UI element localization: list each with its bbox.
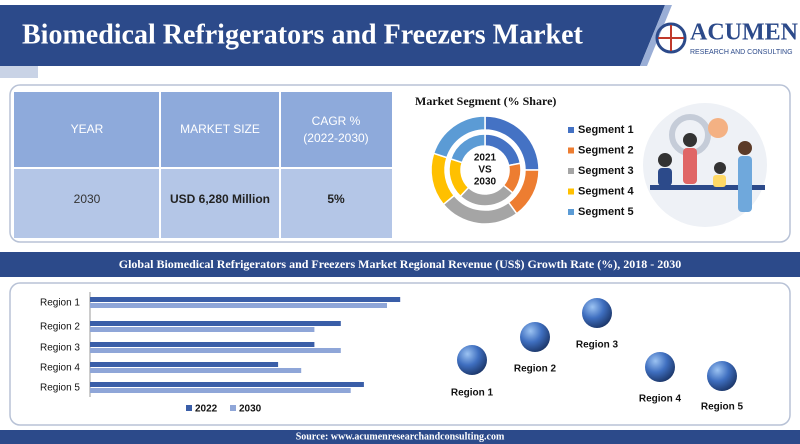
region-bubble bbox=[520, 322, 550, 352]
y-tick-label: Region 4 bbox=[40, 363, 80, 374]
y-tick-label: Region 2 bbox=[40, 322, 80, 333]
person bbox=[738, 141, 752, 155]
bulb bbox=[708, 118, 728, 138]
region-bubble bbox=[707, 361, 737, 391]
legend-swatch bbox=[186, 405, 192, 411]
logo-sub: RESEARCH AND CONSULTING bbox=[690, 49, 793, 56]
legend-swatch bbox=[568, 127, 574, 133]
source-bar bbox=[0, 430, 800, 444]
region-label: Region 3 bbox=[576, 340, 619, 351]
legend-label: Segment 2 bbox=[578, 144, 634, 156]
person bbox=[683, 133, 697, 147]
region-bubble bbox=[457, 345, 487, 375]
legend-label: Segment 1 bbox=[578, 124, 634, 136]
table-header-cell: MARKET SIZE bbox=[180, 122, 260, 136]
donut-center-label: VS bbox=[478, 165, 492, 176]
bar bbox=[90, 297, 401, 302]
bar bbox=[90, 348, 341, 353]
region-bubble bbox=[645, 352, 675, 382]
illustration bbox=[643, 103, 767, 227]
legend-swatch bbox=[230, 405, 236, 411]
desk bbox=[650, 185, 765, 190]
person bbox=[658, 168, 672, 186]
region-label: Region 5 bbox=[701, 402, 744, 413]
donut-segment bbox=[449, 133, 486, 164]
legend-swatch bbox=[568, 209, 574, 215]
person bbox=[683, 148, 697, 184]
source: Source: www.acumenresearchandconsulting.… bbox=[296, 431, 505, 442]
y-tick-label: Region 1 bbox=[40, 298, 80, 309]
table-header-cell: YEAR bbox=[71, 122, 104, 136]
section-title: Global Biomedical Refrigerators and Free… bbox=[119, 257, 681, 271]
bar bbox=[90, 388, 351, 393]
table-cell: 2030 bbox=[74, 192, 101, 206]
region-label: Region 2 bbox=[514, 364, 557, 375]
table-header bbox=[14, 92, 392, 168]
bar bbox=[90, 321, 341, 326]
legend-swatch bbox=[568, 188, 574, 195]
logo-globe bbox=[655, 22, 687, 54]
person bbox=[713, 175, 726, 187]
table-cell: 5% bbox=[327, 192, 345, 206]
region-bubble bbox=[582, 298, 612, 328]
logo-name: ACUMEN bbox=[690, 20, 799, 46]
bar bbox=[90, 303, 387, 308]
legend-label: Segment 4 bbox=[578, 185, 635, 197]
bar bbox=[90, 382, 364, 387]
table-header-cell: CAGR % bbox=[312, 114, 361, 128]
y-tick-label: Region 3 bbox=[40, 343, 80, 354]
bar bbox=[90, 368, 302, 373]
header-accent bbox=[0, 66, 38, 78]
legend-label: Segment 3 bbox=[578, 165, 634, 177]
table-cell: USD 6,280 Million bbox=[170, 192, 270, 206]
bar bbox=[90, 362, 279, 367]
legend-label: 2030 bbox=[239, 404, 262, 415]
region-label: Region 4 bbox=[639, 394, 682, 405]
bar bbox=[90, 327, 315, 332]
legend-label: Segment 5 bbox=[578, 206, 634, 218]
donut-center-label: 2030 bbox=[474, 177, 497, 188]
legend-swatch bbox=[568, 147, 574, 154]
page-title: Biomedical Refrigerators and Freezers Ma… bbox=[22, 19, 584, 50]
donut-title: Market Segment (% Share) bbox=[415, 94, 556, 108]
donut-segment bbox=[432, 115, 486, 159]
y-tick-label: Region 5 bbox=[40, 383, 80, 394]
table-header-cell: (2022-2030) bbox=[303, 131, 368, 145]
region-label: Region 1 bbox=[451, 388, 494, 399]
section-banner bbox=[0, 252, 800, 277]
bar bbox=[90, 342, 315, 347]
legend-swatch bbox=[568, 168, 574, 174]
person bbox=[714, 162, 726, 174]
legend-label: 2022 bbox=[195, 404, 218, 415]
header-bar bbox=[0, 5, 665, 66]
donut-center-label: 2021 bbox=[474, 153, 497, 164]
person bbox=[658, 153, 672, 167]
person bbox=[738, 156, 752, 212]
logo-mark bbox=[658, 25, 684, 51]
table-row bbox=[14, 168, 392, 238]
